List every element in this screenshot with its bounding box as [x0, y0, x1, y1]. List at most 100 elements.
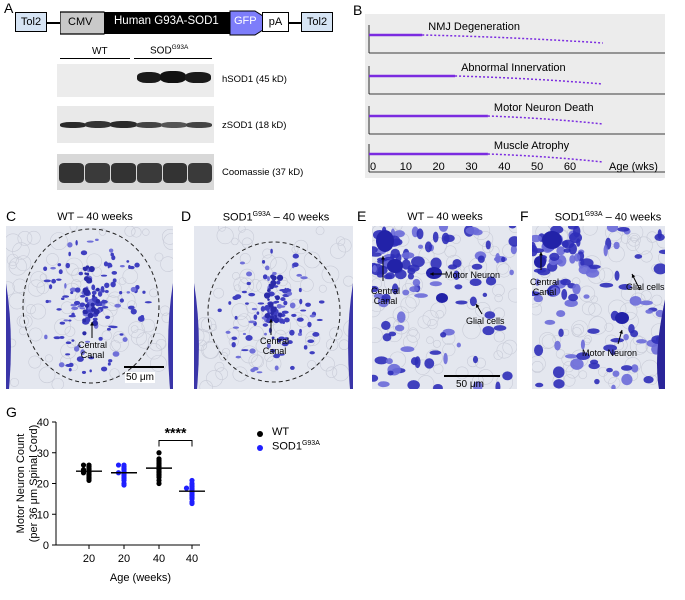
stained-cell — [533, 268, 546, 273]
scale-bar-e — [444, 375, 500, 377]
stained-cell — [65, 341, 72, 345]
band — [60, 122, 86, 128]
stained-cell — [61, 297, 65, 300]
stained-cell — [599, 282, 614, 288]
stained-cell — [231, 336, 238, 341]
tissue-texture — [293, 239, 309, 255]
panel-f-title-sup: G93A — [584, 211, 603, 218]
stained-cell — [563, 248, 571, 253]
stained-cell — [414, 293, 428, 298]
stained-cell — [407, 380, 420, 389]
stained-cell — [101, 305, 109, 309]
gray-matter-outline — [207, 241, 341, 383]
stained-cell — [48, 284, 53, 290]
stained-cell — [105, 315, 111, 319]
annotation-arrow-head — [269, 319, 273, 323]
stained-cell — [553, 379, 565, 389]
stained-cell — [108, 248, 114, 253]
stained-cell — [68, 314, 76, 318]
stained-cell — [274, 314, 278, 318]
tissue-texture — [221, 348, 231, 357]
stained-cell — [75, 240, 78, 246]
stained-cell — [262, 323, 269, 327]
stained-cell — [88, 356, 95, 360]
stained-cell — [108, 359, 113, 363]
tissue-texture — [232, 272, 240, 280]
blot-sod-text: SOD — [150, 45, 172, 57]
tissue-texture — [627, 233, 641, 247]
stained-cell — [580, 339, 585, 350]
stained-cell — [144, 301, 152, 304]
data-point — [156, 450, 162, 456]
tissue-texture — [495, 317, 503, 326]
stained-cell — [418, 244, 424, 249]
y-axis-label-line1: Motor Neuron Count — [15, 434, 27, 534]
x-axis-label: Age (weeks) — [110, 572, 171, 584]
tissue-texture — [117, 291, 136, 310]
stained-cell — [119, 291, 123, 295]
tissue-texture — [109, 368, 120, 379]
blot-row-coomassie — [57, 154, 214, 190]
motor-neuron-body — [376, 230, 394, 252]
stained-cell — [385, 272, 395, 280]
tissue-texture — [578, 370, 588, 380]
tissue-texture — [109, 340, 121, 352]
tissue-texture — [270, 256, 288, 275]
tissue-texture — [474, 301, 491, 318]
stained-cell — [130, 286, 137, 293]
stained-cell — [570, 358, 584, 370]
data-point — [183, 485, 190, 491]
tissue-texture — [541, 334, 556, 349]
tissue-texture — [101, 330, 112, 341]
stained-cell — [594, 378, 600, 385]
tissue-texture — [19, 327, 28, 336]
timeline-tick-label: 50 — [531, 161, 543, 173]
timeline-axis-label: Age (wks) — [609, 161, 658, 173]
tissue-texture — [588, 303, 602, 317]
tissue-texture — [634, 236, 653, 255]
stained-cell — [407, 273, 415, 280]
stained-cell — [634, 254, 643, 259]
stained-cell — [92, 294, 96, 298]
stained-cell — [623, 333, 629, 341]
stained-cell — [107, 263, 111, 269]
annotation-arrow-head — [619, 330, 623, 334]
stained-cell — [270, 280, 277, 287]
tissue-texture — [6, 253, 19, 266]
timeline-row-label: NMJ Degeneration — [428, 21, 520, 33]
stained-cell — [234, 315, 238, 320]
stained-cell — [401, 252, 415, 259]
stained-cell — [534, 344, 544, 356]
stained-cell — [264, 305, 270, 311]
legend-label-sod1: SOD1G93A — [272, 440, 320, 453]
panel-d-title-a: SOD1 — [222, 211, 253, 224]
stained-cell — [272, 271, 277, 276]
stained-cell — [84, 296, 89, 303]
stained-cell — [281, 310, 289, 314]
stained-cell — [639, 300, 653, 306]
y-tick-label: 40 — [37, 417, 49, 429]
tissue-texture — [70, 363, 78, 372]
panel-label-a: A — [4, 0, 14, 16]
pa-box: pA — [262, 12, 289, 32]
stained-cell — [59, 335, 65, 339]
tissue-texture — [69, 226, 78, 231]
e-central-canal-line1: Central — [371, 286, 401, 296]
stained-cell — [58, 269, 63, 275]
stained-cell — [485, 240, 491, 250]
stained-cell — [57, 263, 62, 267]
timeline-row-label: Abnormal Innervation — [461, 62, 566, 74]
annotation-arrow-head — [381, 256, 385, 260]
blot-wt-bracket — [60, 58, 130, 59]
stained-cell — [572, 283, 581, 295]
stained-cell — [71, 339, 75, 342]
panel-label-c: C — [6, 208, 17, 224]
stained-cell — [372, 264, 377, 273]
tissue-texture — [372, 301, 381, 318]
timeline-tick-label: 30 — [465, 161, 477, 173]
stained-cell — [381, 293, 391, 303]
annotation-arrow-head — [476, 304, 480, 308]
stained-cell — [569, 254, 576, 264]
stained-cell — [281, 341, 289, 347]
data-point — [156, 480, 162, 487]
